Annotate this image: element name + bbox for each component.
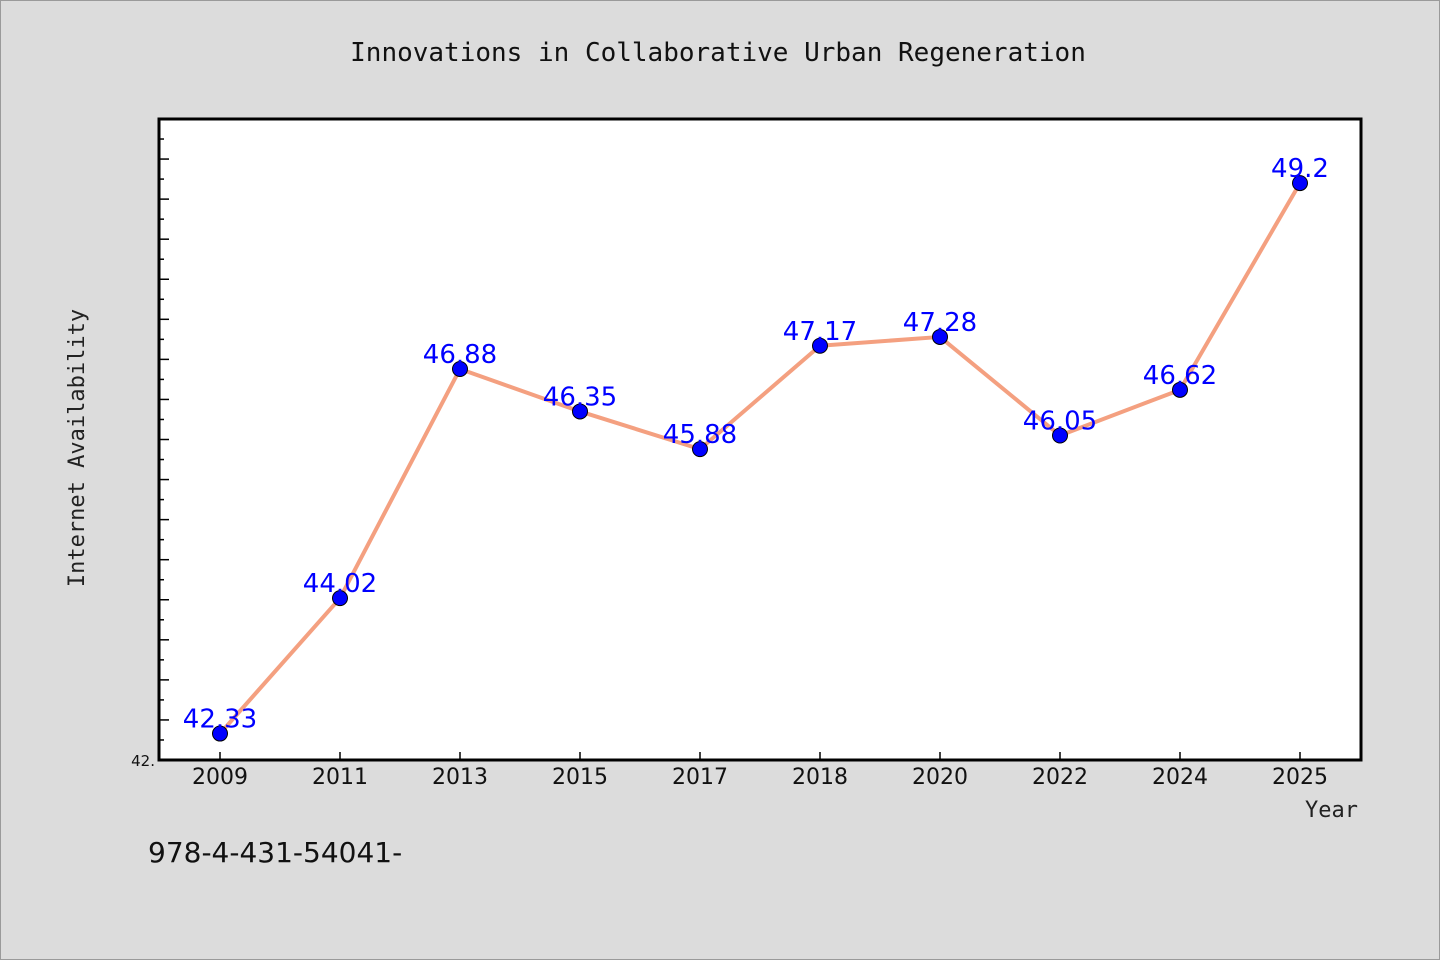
x-tick-label: 2009 [192, 765, 248, 790]
data-label: 46.62 [1143, 361, 1217, 391]
data-point [812, 337, 828, 354]
data-label: 47.28 [903, 308, 977, 338]
data-point [1292, 175, 1308, 192]
data-label: 46.88 [423, 340, 497, 370]
chart-title: Innovations in Collaborative Urban Regen… [350, 38, 1086, 68]
x-axis-ticks: 2009 2011 2013 2015 2017 2018 2020 2022 2024 2025 [192, 752, 1328, 790]
x-tick-label: 2013 [432, 765, 488, 790]
x-tick-label: 2020 [912, 765, 968, 790]
data-point [212, 725, 228, 742]
x-tick-label: 2011 [312, 765, 368, 790]
data-label: 44.02 [303, 569, 377, 599]
data-point [692, 441, 708, 458]
x-tick-label: 2018 [792, 765, 848, 790]
data-point [452, 360, 468, 377]
x-tick-label: 2024 [1152, 765, 1208, 790]
y-axis-label: Internet Availability [65, 309, 90, 587]
data-label: 49.2 [1271, 154, 1329, 184]
series-markers [212, 175, 1308, 742]
series-line [218, 182, 1302, 735]
data-label: 46.35 [543, 382, 617, 412]
data-label: 42.33 [183, 705, 257, 735]
data-point [1172, 381, 1188, 398]
data-label: 46.05 [1023, 406, 1097, 436]
data-point [932, 328, 948, 345]
data-point [1052, 427, 1068, 444]
x-tick-label: 2022 [1032, 765, 1088, 790]
data-point [332, 590, 348, 607]
data-labels: 42.33 44.02 46.88 46.35 45.88 47.17 47.28 46.05… [183, 154, 1329, 734]
x-tick-label: 2015 [552, 765, 608, 790]
x-tick-label: 2025 [1272, 765, 1328, 790]
footer-code: 978-4-431-54041- [148, 836, 402, 869]
y-tick-label: 42. [131, 752, 155, 770]
data-point [572, 403, 588, 420]
data-label: 45.88 [663, 420, 737, 450]
y-axis-ticks: 42. [131, 138, 169, 770]
x-axis-label: Year [1305, 798, 1358, 823]
data-label: 47.17 [783, 317, 857, 347]
x-tick-label: 2017 [672, 765, 728, 790]
plot-area [157, 117, 1363, 762]
